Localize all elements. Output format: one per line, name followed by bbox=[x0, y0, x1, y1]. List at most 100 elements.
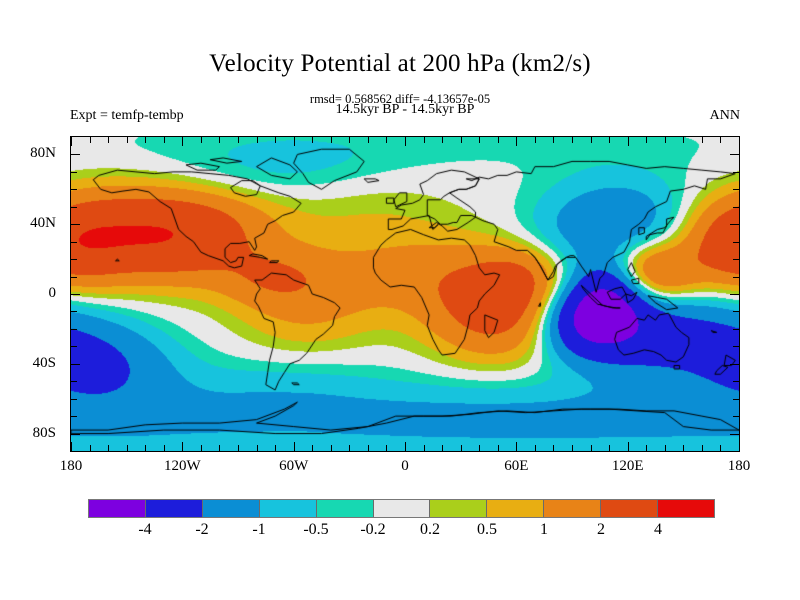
axis-tick bbox=[590, 445, 592, 451]
colorbar-tick-label: 4 bbox=[654, 521, 662, 538]
axis-tick bbox=[386, 137, 388, 143]
axis-tick bbox=[739, 442, 740, 451]
axis-tick bbox=[349, 137, 351, 143]
axis-tick bbox=[733, 381, 739, 383]
axis-tick bbox=[163, 137, 165, 143]
axis-tick bbox=[534, 137, 536, 143]
axis-tick bbox=[572, 445, 573, 451]
axis-tick bbox=[479, 445, 481, 451]
axis-tick bbox=[627, 442, 629, 451]
longitude-tick-label: 60W bbox=[279, 458, 309, 474]
longitude-tick-label: 60E bbox=[504, 458, 529, 474]
axis-tick bbox=[238, 445, 239, 451]
axis-tick bbox=[646, 137, 648, 143]
axis-tick bbox=[89, 137, 91, 143]
colorbar-tick-label: -0.5 bbox=[303, 521, 329, 538]
axis-tick bbox=[108, 445, 110, 451]
period-label: 14.5kyr BP - 14.5kyr BP bbox=[335, 102, 475, 117]
axis-tick bbox=[516, 442, 518, 451]
colorbar-tick-label: 0.2 bbox=[420, 521, 440, 538]
axis-tick bbox=[312, 445, 314, 451]
axis-tick bbox=[71, 311, 77, 313]
axis-tick bbox=[367, 445, 369, 451]
axis-tick bbox=[386, 445, 388, 451]
axis-tick bbox=[71, 206, 77, 208]
colorbar-segment bbox=[372, 500, 430, 517]
axis-tick bbox=[71, 363, 80, 365]
axis-tick bbox=[330, 137, 332, 143]
axis-tick bbox=[238, 137, 239, 143]
header-row: Expt = temfp-tembp 14.5kyr BP - 14.5kyr … bbox=[70, 102, 740, 126]
axis-tick bbox=[423, 445, 425, 451]
colorbar-segment bbox=[429, 500, 487, 517]
axis-tick bbox=[701, 137, 703, 143]
axis-tick bbox=[733, 259, 739, 261]
axis-tick bbox=[71, 224, 80, 226]
axis-tick bbox=[733, 311, 739, 313]
axis-tick bbox=[182, 442, 184, 451]
axis-tick bbox=[627, 137, 629, 146]
axis-tick bbox=[730, 433, 739, 435]
longitude-tick-label: 120E bbox=[611, 458, 644, 474]
axis-tick bbox=[71, 294, 80, 295]
latitude-tick-label: 80S bbox=[32, 424, 56, 441]
colorbar-segment bbox=[144, 500, 202, 517]
axis-tick bbox=[312, 137, 314, 143]
axis-tick bbox=[553, 137, 555, 143]
axis-tick bbox=[330, 445, 332, 451]
axis-tick bbox=[733, 206, 739, 208]
axis-tick bbox=[71, 381, 77, 383]
axis-tick bbox=[701, 445, 703, 451]
colorbar-segment bbox=[657, 500, 714, 517]
axis-tick bbox=[200, 137, 202, 143]
axis-tick bbox=[405, 137, 406, 146]
experiment-label: Expt = temfp-tembp bbox=[70, 108, 184, 123]
latitude-tick-label: 80N bbox=[30, 145, 56, 162]
axis-tick bbox=[683, 445, 685, 451]
axis-tick bbox=[71, 137, 72, 146]
axis-tick bbox=[646, 445, 648, 451]
axis-tick bbox=[479, 137, 481, 143]
axis-tick bbox=[349, 445, 351, 451]
axis-tick bbox=[219, 445, 221, 451]
colorbar-tick-label: 1 bbox=[540, 521, 548, 538]
axis-tick bbox=[256, 137, 258, 143]
latitude-tick-label: 0 bbox=[48, 285, 57, 301]
colorbar-segment bbox=[543, 500, 601, 517]
axis-tick bbox=[275, 137, 277, 143]
axis-tick bbox=[730, 294, 739, 295]
axis-tick bbox=[71, 154, 80, 156]
axis-tick bbox=[733, 398, 739, 400]
axis-tick bbox=[108, 137, 110, 143]
axis-tick bbox=[71, 416, 77, 418]
season-label: ANN bbox=[709, 108, 740, 123]
longitude-tick-label: 120W bbox=[163, 458, 201, 474]
axis-tick bbox=[71, 189, 77, 191]
axis-tick bbox=[683, 137, 685, 143]
colorbar-tick-label: -2 bbox=[195, 521, 209, 538]
axis-tick bbox=[730, 224, 739, 226]
axis-tick bbox=[497, 445, 499, 451]
axis-tick bbox=[71, 398, 77, 400]
axis-tick bbox=[733, 171, 739, 173]
axis-tick bbox=[442, 445, 444, 451]
axis-tick bbox=[553, 445, 555, 451]
longitude-tick-label: 180 bbox=[59, 458, 83, 474]
axis-tick bbox=[182, 137, 184, 146]
axis-tick bbox=[460, 445, 462, 451]
map-plot-area bbox=[70, 136, 740, 452]
colorbar-tick-label: -1 bbox=[252, 521, 266, 538]
axis-tick bbox=[720, 445, 722, 451]
axis-tick bbox=[609, 445, 611, 451]
axis-tick bbox=[256, 445, 258, 451]
colorbar-segment bbox=[315, 500, 373, 517]
colorbar-segment bbox=[89, 500, 145, 517]
axis-tick bbox=[720, 137, 722, 143]
colorbar-segment bbox=[258, 500, 316, 517]
axis-tick bbox=[609, 137, 611, 143]
axis-tick bbox=[71, 276, 77, 278]
axis-tick bbox=[71, 433, 80, 435]
axis-tick bbox=[293, 137, 295, 146]
axis-tick bbox=[664, 445, 666, 451]
axis-tick bbox=[733, 346, 739, 348]
